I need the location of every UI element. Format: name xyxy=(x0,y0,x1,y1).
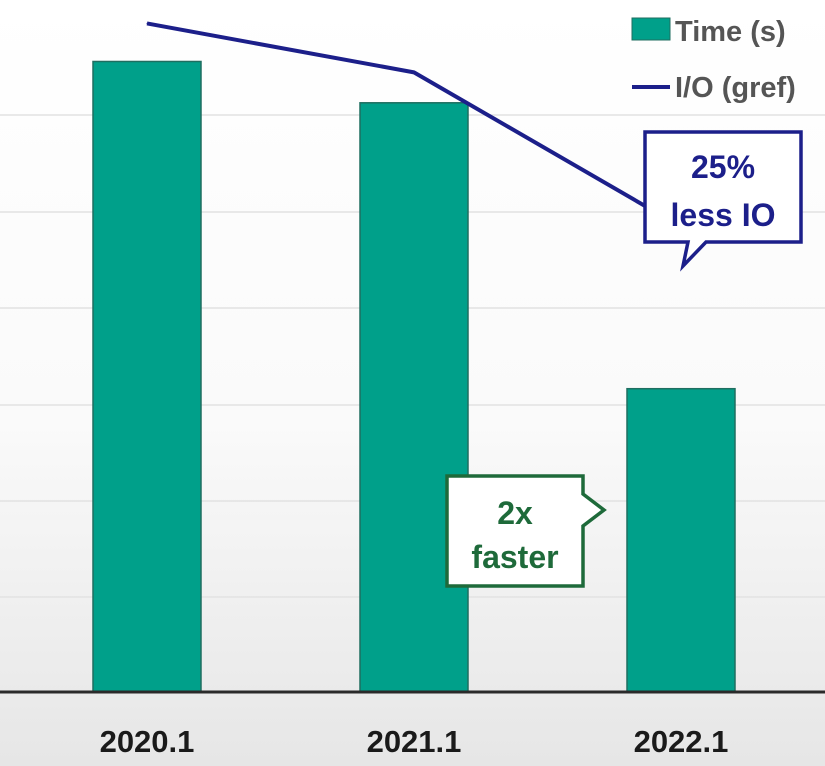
x-tick-label: 2022.1 xyxy=(634,724,729,759)
x-tick-labels: 2020.1 2021.1 2022.1 xyxy=(100,724,729,759)
io-point-2020.1 xyxy=(146,22,148,24)
callout-less-io: 25% less IO xyxy=(643,130,803,272)
callout-io-bubble xyxy=(643,130,803,272)
callout-faster: 2x faster xyxy=(445,474,607,588)
callout-io-line-2: less IO xyxy=(671,197,776,233)
callout-faster-bubble xyxy=(445,474,607,588)
callout-faster-line-1: 2x xyxy=(497,495,533,531)
bar-series-time xyxy=(92,60,736,693)
bar-2022.1 xyxy=(626,387,736,693)
callout-faster-line-2: faster xyxy=(471,539,558,575)
bar-2020.1 xyxy=(92,60,202,693)
legend-swatch-time xyxy=(631,17,671,41)
bar-2021.1 xyxy=(359,102,469,693)
x-tick-label: 2020.1 xyxy=(100,724,195,759)
x-tick-label: 2021.1 xyxy=(367,724,462,759)
callout-io-line-1: 25% xyxy=(691,149,755,185)
legend: Time (s) I/O (gref) xyxy=(631,16,796,104)
legend-label-io: I/O (gref) xyxy=(675,72,796,104)
io-point-2021.1 xyxy=(413,71,415,73)
legend-label-time: Time (s) xyxy=(675,16,786,48)
